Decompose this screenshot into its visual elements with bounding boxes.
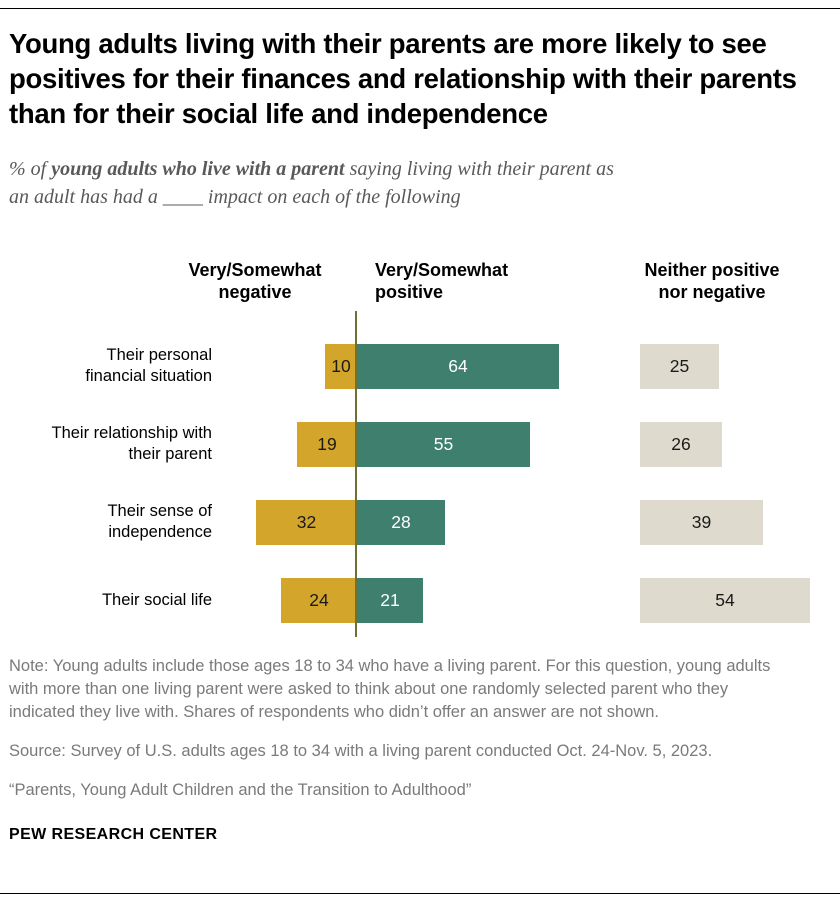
chart-row: Their relationship with their parent 19 55… — [0, 405, 840, 483]
column-header-neither: Neither positive nor negative — [644, 260, 780, 302]
category-label: Their relationship with their parent — [0, 423, 213, 465]
chart-rows: Their personal financial situation 10 64 25… — [0, 327, 840, 639]
neither-bar: 39 — [640, 499, 763, 545]
positive-bar: 55 — [357, 421, 530, 467]
positive-bar-zone: 21 — [357, 577, 640, 623]
category-label: Their personal financial situation — [0, 345, 212, 387]
chart-title: Young adults living with their parents a… — [9, 28, 797, 129]
quote-text: “Parents, Young Adult Children and the T… — [9, 781, 472, 799]
neither-bar: 25 — [640, 343, 719, 389]
chart-row: Their personal financial situation 10 64 25 — [0, 327, 840, 405]
negative-bar: 19 — [297, 421, 357, 467]
positive-bar: 28 — [357, 499, 445, 545]
category-label-text: Their social life — [101, 590, 212, 609]
bar-value: 55 — [433, 433, 454, 454]
negative-bar-zone: 19 — [212, 421, 357, 467]
chart-row: Their sense of independence 32 28 39 — [0, 483, 840, 561]
bar-value: 64 — [448, 355, 468, 376]
positive-bar: 21 — [357, 577, 423, 623]
positive-bar-zone: 64 — [357, 343, 640, 389]
column-header-positive: Very/Somewhat positive — [375, 260, 509, 302]
bar-value: 21 — [380, 589, 400, 610]
neither-bar: 54 — [640, 577, 810, 623]
bar-value: 32 — [296, 511, 317, 532]
bar-value: 19 — [317, 433, 337, 454]
negative-bar: 32 — [256, 499, 357, 545]
zero-axis-line — [355, 311, 357, 637]
category-label-text: Their sense of independence — [107, 502, 212, 541]
negative-bar: 24 — [281, 577, 357, 623]
category-label: Their sense of independence — [0, 501, 212, 543]
source-text: Source: Survey of U.S. adults ages 18 to… — [9, 742, 713, 760]
subtitle-bold: young adults who live with a parent — [51, 158, 345, 180]
neither-bar-zone: 54 — [640, 577, 840, 623]
negative-bar-zone: 10 — [212, 343, 357, 389]
bar-value: 28 — [391, 511, 411, 532]
negative-bar-zone: 24 — [212, 577, 357, 623]
positive-bar: 64 — [357, 343, 559, 389]
bar-value: 26 — [671, 433, 691, 454]
neither-bar: 26 — [640, 421, 722, 467]
subtitle-suffix: saying living with their parent as an ad… — [9, 158, 614, 208]
diverging-bar-chart: Very/Somewhat negative Very/Somewhat pos… — [0, 259, 840, 639]
bar-value: 39 — [691, 511, 712, 532]
category-label: Their social life — [0, 590, 212, 611]
neither-bar-zone: 39 — [640, 499, 840, 545]
note-text: Note: Young adults include those ages 18… — [9, 657, 771, 721]
chart-row: Their social life 24 21 54 — [0, 561, 840, 639]
bar-value: 10 — [331, 355, 351, 376]
chart-subtitle: % of young adults who live with a parent… — [9, 155, 629, 211]
bottom-rule — [0, 893, 840, 894]
neither-bar-zone: 26 — [640, 421, 840, 467]
column-header-negative: Very/Somewhat negative — [188, 260, 322, 302]
category-label-text: Their personal financial situation — [85, 346, 212, 385]
top-rule — [0, 8, 840, 9]
bar-value: 25 — [669, 355, 690, 376]
positive-bar-zone: 55 — [357, 421, 640, 467]
positive-bar-zone: 28 — [357, 499, 640, 545]
bar-value: 54 — [715, 589, 735, 610]
bar-value: 24 — [309, 589, 329, 610]
negative-bar: 10 — [325, 343, 357, 389]
category-label-text: Their relationship with their parent — [51, 424, 213, 463]
subtitle-prefix: % of — [9, 158, 52, 180]
pew-research-center-wordmark: PEW RESEARCH CENTER — [9, 826, 218, 843]
neither-bar-zone: 25 — [640, 343, 840, 389]
negative-bar-zone: 32 — [212, 499, 357, 545]
